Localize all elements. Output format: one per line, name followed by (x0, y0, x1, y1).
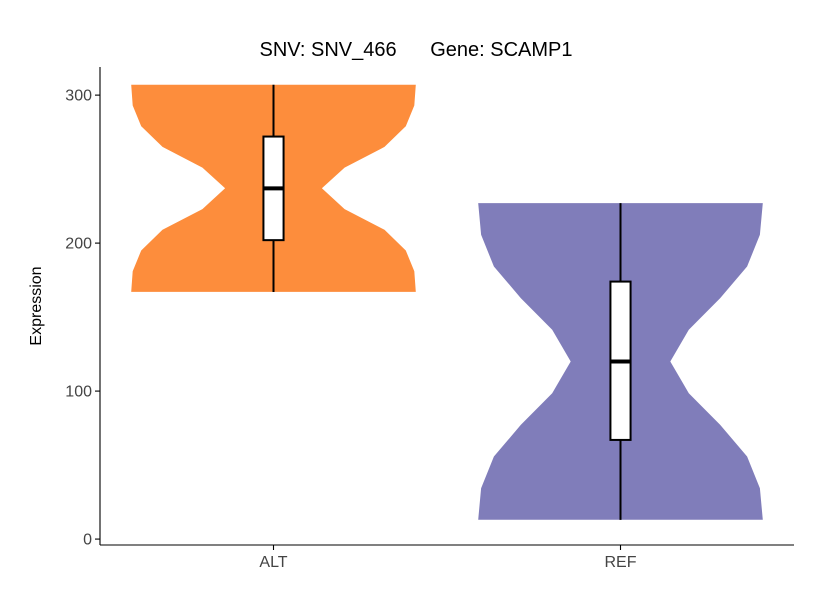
y-tick-label: 200 (65, 236, 92, 253)
y-axis-title: Expression (28, 266, 45, 345)
x-tick-label: REF (605, 554, 637, 571)
title-gene: Gene: SCAMP1 (430, 39, 572, 61)
y-tick-label: 300 (65, 88, 92, 105)
boxplot-layer (262, 84, 632, 520)
y-tick-label: 0 (83, 532, 92, 549)
y-ticks: 0 100 200 300 (65, 88, 100, 549)
chart-title: SNV: SNV_466 Gene: SCAMP1 (260, 39, 573, 61)
y-tick-label: 100 (65, 384, 92, 401)
violin-layer (131, 84, 763, 520)
title-snv: SNV: SNV_466 (260, 39, 397, 61)
x-tick-label: ALT (259, 554, 287, 571)
x-ticks: ALT REF (259, 545, 637, 571)
